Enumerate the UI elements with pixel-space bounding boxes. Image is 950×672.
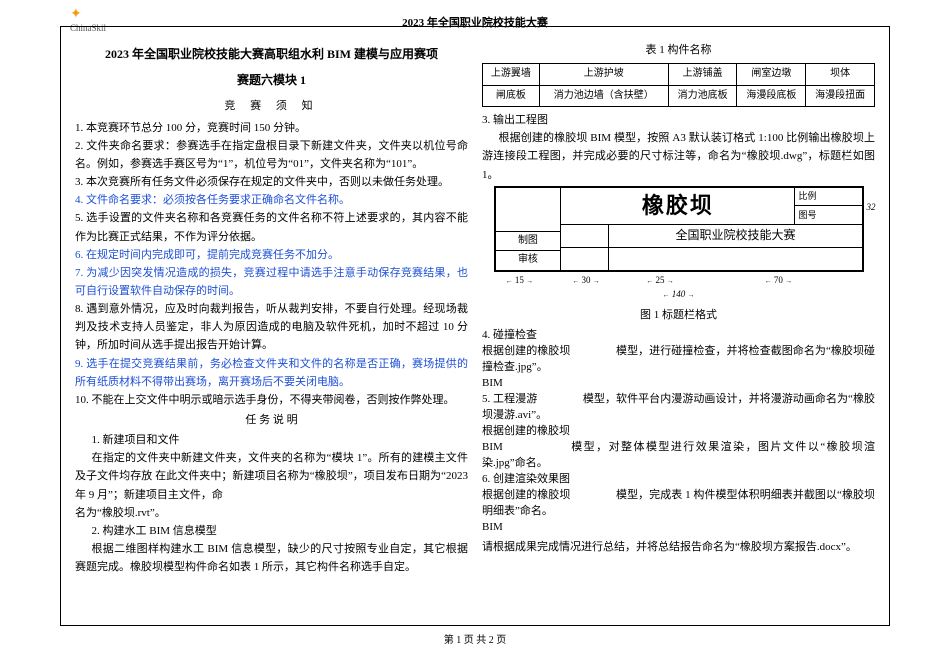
component-table: 上游翼墙 上游护坡 上游铺盖 闸室边墩 坝体 闸底板 消力池边墙（含扶壁） 消力…: [482, 63, 875, 107]
notice-item: 7. 为减少因突发情况造成的损失，竞赛过程中请选手注意手动保存竞赛结果，也可自行…: [75, 264, 468, 300]
table-cell: 上游护坡: [539, 64, 668, 86]
page-border: 2023 年全国职业院校技能大赛高职组水利 BIM 建模与应用赛项 赛题六模块 …: [60, 26, 890, 626]
task1-heading: 1. 新建项目和文件: [75, 431, 468, 449]
bim-label: BIM 模型，对整体模型进行效果渲染，图片文件以“橡胶坝渲染.jpg”命名。: [482, 440, 875, 472]
notice-item: 3. 本次竞赛所有任务文件必须保存在规定的文件夹中，否则以未做任务处理。: [75, 173, 468, 191]
table-cell: 海漫段扭面: [806, 85, 875, 107]
row-label: 审核: [496, 251, 562, 270]
main-title: 2023 年全国职业院校技能大赛高职组水利 BIM 建模与应用赛项: [75, 45, 468, 65]
dims-total: ← 140 →: [482, 287, 875, 302]
dims-bottom: ← 15 → ← 30 → ← 25 → ← 70 →: [494, 273, 864, 288]
bim-label: BIM: [482, 520, 875, 536]
table-cell: 闸底板: [483, 85, 540, 107]
row-label: 制图: [496, 232, 562, 252]
sec5-line: 根据创建的橡胶坝: [482, 424, 875, 440]
notice-item: 6. 在规定时间内完成即可，提前完成竞赛任务不加分。: [75, 246, 468, 264]
task1-para: 在指定的文件夹中新建文件夹，文件夹的名称为“模块 1”。所有的建模主文件及子文件…: [75, 449, 468, 503]
scale-label: 比例: [795, 188, 861, 207]
sec3-para: 根据创建的橡胶坝 BIM 模型，按照 A3 默认装订格式 1:100 比例输出橡…: [482, 129, 875, 183]
dim-right: 32: [867, 200, 876, 215]
table-row: 闸底板 消力池边墙（含扶壁） 消力池底板 海漫段底板 海漫段扭面: [483, 85, 875, 107]
sec4-heading: 4. 碰撞检查: [482, 328, 875, 344]
fig1-caption: 图 1 标题栏格式: [482, 306, 875, 324]
notice-item: 4. 文件命名要求：必须按各任务要求正确命名文件名称。: [75, 191, 468, 209]
subtitle: 赛题六模块 1: [75, 71, 468, 91]
table1-caption: 表 1 构件名称: [482, 41, 875, 59]
sec5-heading: 5. 工程漫游 模型，软件平台内漫游动画设计，并将漫游动画命名为“橡胶坝漫游.a…: [482, 392, 875, 424]
drawing-no-label: 图号: [795, 206, 861, 224]
task2-heading: 2. 构建水工 BIM 信息模型: [75, 522, 468, 540]
table-cell: 消力池边墙（含扶壁）: [539, 85, 668, 107]
task-label: 任 务 说 明: [75, 411, 468, 429]
sec3-heading: 3. 输出工程图: [482, 111, 875, 129]
notice-item: 8. 遇到意外情况，应及时向裁判报告，听从裁判安排，不要自行处理。经现场裁判及技…: [75, 300, 468, 354]
notice-item: 9. 选手在提交竞赛结果前，务必检查文件夹和文件的名称是否正确，赛场提供的所有纸…: [75, 355, 468, 391]
notice-item: 5. 选手设置的文件夹名称和各竞赛任务的文件名称不符上述要求的，其内容不能作为比…: [75, 209, 468, 245]
notice-item: 2. 文件夹命名要求：参赛选手在指定盘根目录下新建文件夹，文件夹以机位号命名。例…: [75, 137, 468, 173]
table-cell: 闸室边墩: [737, 64, 806, 86]
notice-item: 10. 不能在上交文件中明示或暗示选手身份，不得夹带阅卷，否则按作弊处理。: [75, 391, 468, 409]
footer-note: 请根据成果完成情况进行总结，并将总结报告命名为“橡胶坝方案报告.docx”。: [482, 538, 875, 556]
page-footer: 第 1 页 共 2 页: [0, 631, 950, 646]
table-cell: 上游铺盖: [668, 64, 737, 86]
bim-label: BIM: [482, 376, 875, 392]
table-cell: 上游翼墙: [483, 64, 540, 86]
org-name: 全国职业院校技能大赛: [609, 225, 861, 247]
titleblock-drawing: 32 制图 审核 橡胶坝 比例 图号: [494, 186, 864, 272]
table-row: 上游翼墙 上游护坡 上游铺盖 闸室边墩 坝体: [483, 64, 875, 86]
notice-label: 竞 赛 须 知: [75, 97, 468, 115]
sec6-heading: 6. 创建渲染效果图: [482, 472, 875, 488]
drawing-name: 橡胶坝: [561, 188, 795, 224]
task2-para: 根据二维图样构建水工 BIM 信息模型，缺少的尺寸按照专业自定，其它根据赛题完成…: [75, 540, 468, 576]
left-column: 2023 年全国职业院校技能大赛高职组水利 BIM 建模与应用赛项 赛题六模块 …: [75, 37, 468, 615]
task1-para2: 名为“橡胶坝.rvt”。: [75, 504, 468, 522]
table-cell: 坝体: [806, 64, 875, 86]
sec6-line: 根据创建的橡胶坝 模型，完成表 1 构件模型体积明细表并截图以“橡胶坝明细表”命…: [482, 488, 875, 520]
notice-item: 1. 本竞赛环节总分 100 分，竞赛时间 150 分钟。: [75, 119, 468, 137]
sec4-line: 根据创建的橡胶坝 模型，进行碰撞检查，并将检查截图命名为“橡胶坝碰撞检查.jpg…: [482, 344, 875, 376]
right-column: 表 1 构件名称 上游翼墙 上游护坡 上游铺盖 闸室边墩 坝体 闸底板 消力池边…: [482, 37, 875, 615]
table-cell: 海漫段底板: [737, 85, 806, 107]
table-cell: 消力池底板: [668, 85, 737, 107]
